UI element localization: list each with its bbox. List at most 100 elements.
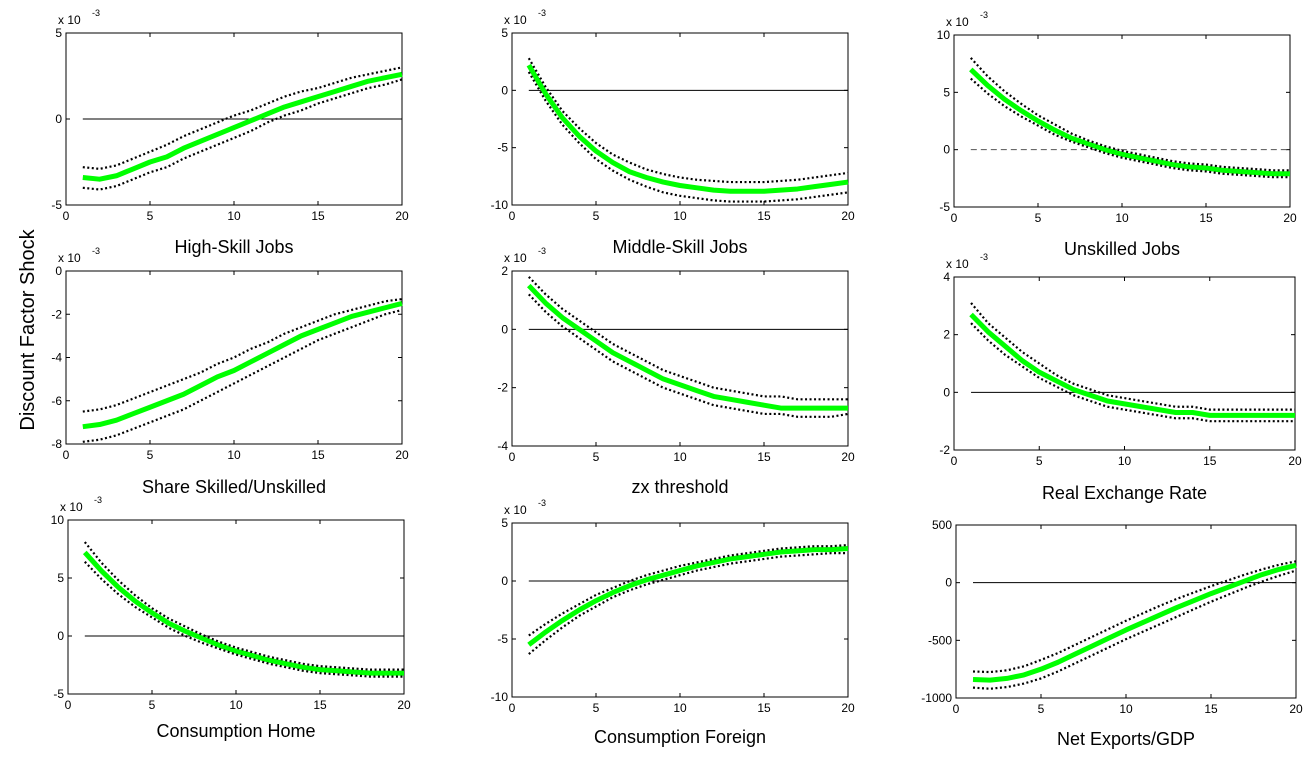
subplot-caption: Unskilled Jobs (1064, 239, 1180, 259)
subplot-caption: Consumption Home (156, 721, 315, 741)
y-exponent-label: x 10 (504, 13, 527, 27)
y-tick-label: 0 (943, 385, 950, 399)
upper-band-line (527, 57, 849, 184)
lower-band-line (82, 308, 403, 443)
x-tick-label: 20 (1288, 454, 1302, 468)
x-tick-label: 0 (63, 448, 70, 462)
x-tick-label: 20 (841, 209, 855, 223)
subplot-caption: Middle-Skill Jobs (612, 237, 747, 257)
subplot-caption: Net Exports/GDP (1057, 729, 1195, 749)
y-exponent-power: -3 (92, 8, 100, 18)
x-tick-label: 15 (311, 209, 325, 223)
y-tick-label: -1000 (921, 691, 952, 705)
upper-band-line (82, 298, 403, 413)
irf-line (526, 283, 848, 411)
x-tick-label: 0 (65, 698, 72, 712)
y-tick-label: 500 (932, 518, 952, 532)
subplot-caption: High-Skill Jobs (174, 237, 293, 257)
x-tick-label: 0 (509, 450, 516, 464)
subplot-5: 0 5 10 15 20 -4 -2 0 2x 10 -3 zx threshold (497, 246, 855, 497)
x-tick-label: 20 (397, 698, 411, 712)
y-tick-label: -500 (928, 633, 952, 647)
y-tick-label: -2 (939, 443, 950, 457)
x-tick-label: 5 (593, 701, 600, 715)
x-tick-label: 20 (395, 209, 409, 223)
y-tick-label: -5 (497, 632, 508, 646)
y-tick-label: 10 (937, 28, 951, 42)
y-tick-label: -5 (51, 198, 62, 212)
y-tick-label: -10 (491, 198, 509, 212)
y-tick-label: 4 (943, 270, 950, 284)
y-tick-label: 0 (943, 143, 950, 157)
y-tick-label: 0 (501, 322, 508, 336)
upper-band-line (83, 541, 404, 671)
figure-ylabel: Discount Factor Shock (17, 228, 39, 430)
x-tick-label: 10 (229, 698, 243, 712)
lower-band-line (972, 569, 1297, 690)
x-tick-label: 15 (757, 450, 771, 464)
y-tick-label: -4 (51, 351, 62, 365)
x-tick-label: 10 (673, 701, 687, 715)
x-tick-label: 5 (147, 448, 154, 462)
y-tick-label: 0 (55, 112, 62, 126)
x-tick-label: 15 (757, 701, 771, 715)
y-tick-label: -5 (939, 200, 950, 214)
irf-line (972, 562, 1297, 683)
y-tick-label: 0 (501, 574, 508, 588)
y-tick-label: 2 (501, 264, 508, 278)
x-tick-label: 10 (1118, 454, 1132, 468)
x-tick-label: 5 (1038, 702, 1045, 716)
x-tick-label: 15 (313, 698, 327, 712)
y-exponent-label: x 10 (58, 251, 81, 265)
y-exponent-label: x 10 (946, 257, 969, 271)
y-tick-label: -4 (497, 439, 508, 453)
x-tick-label: 15 (311, 448, 325, 462)
y-tick-label: -2 (497, 381, 508, 395)
x-tick-label: 0 (951, 454, 958, 468)
y-exponent-label: x 10 (58, 13, 81, 27)
upper-band-line (82, 66, 403, 170)
subplot-caption: Consumption Foreign (594, 727, 766, 747)
y-tick-label: -2 (51, 307, 62, 321)
upper-band-line (528, 543, 849, 637)
y-tick-label: -10 (491, 690, 509, 704)
x-tick-label: 15 (1204, 702, 1218, 716)
x-tick-label: 20 (841, 450, 855, 464)
y-tick-label: -5 (53, 687, 64, 701)
x-tick-label: 10 (1119, 702, 1133, 716)
y-tick-label: 0 (57, 629, 64, 643)
y-tick-label: 5 (501, 516, 508, 530)
y-tick-label: 0 (501, 83, 508, 97)
x-tick-label: 10 (227, 209, 241, 223)
upper-band-line (972, 560, 1297, 674)
lower-band-line (527, 71, 849, 203)
y-tick-label: -5 (497, 141, 508, 155)
x-tick-label: 20 (395, 448, 409, 462)
y-tick-label: -8 (51, 437, 62, 451)
subplot-caption: Real Exchange Rate (1042, 483, 1207, 503)
subplot-caption: Share Skilled/Unskilled (142, 477, 326, 497)
x-tick-label: 20 (1283, 211, 1297, 225)
axes-frame (953, 276, 1296, 451)
x-tick-label: 0 (951, 211, 958, 225)
x-tick-label: 0 (509, 701, 516, 715)
lower-band-line (528, 552, 848, 655)
y-exponent-power: -3 (538, 246, 546, 256)
y-exponent-label: x 10 (946, 15, 969, 29)
x-tick-label: 15 (1203, 454, 1217, 468)
x-tick-label: 20 (841, 701, 855, 715)
lower-band-line (970, 77, 1290, 179)
y-tick-label: 0 (55, 264, 62, 278)
axes-frame (953, 34, 1291, 208)
x-tick-label: 0 (63, 209, 70, 223)
y-tick-label: 5 (57, 571, 64, 585)
x-tick-label: 5 (593, 209, 600, 223)
axes-frame (955, 524, 1297, 699)
x-tick-label: 5 (149, 698, 156, 712)
